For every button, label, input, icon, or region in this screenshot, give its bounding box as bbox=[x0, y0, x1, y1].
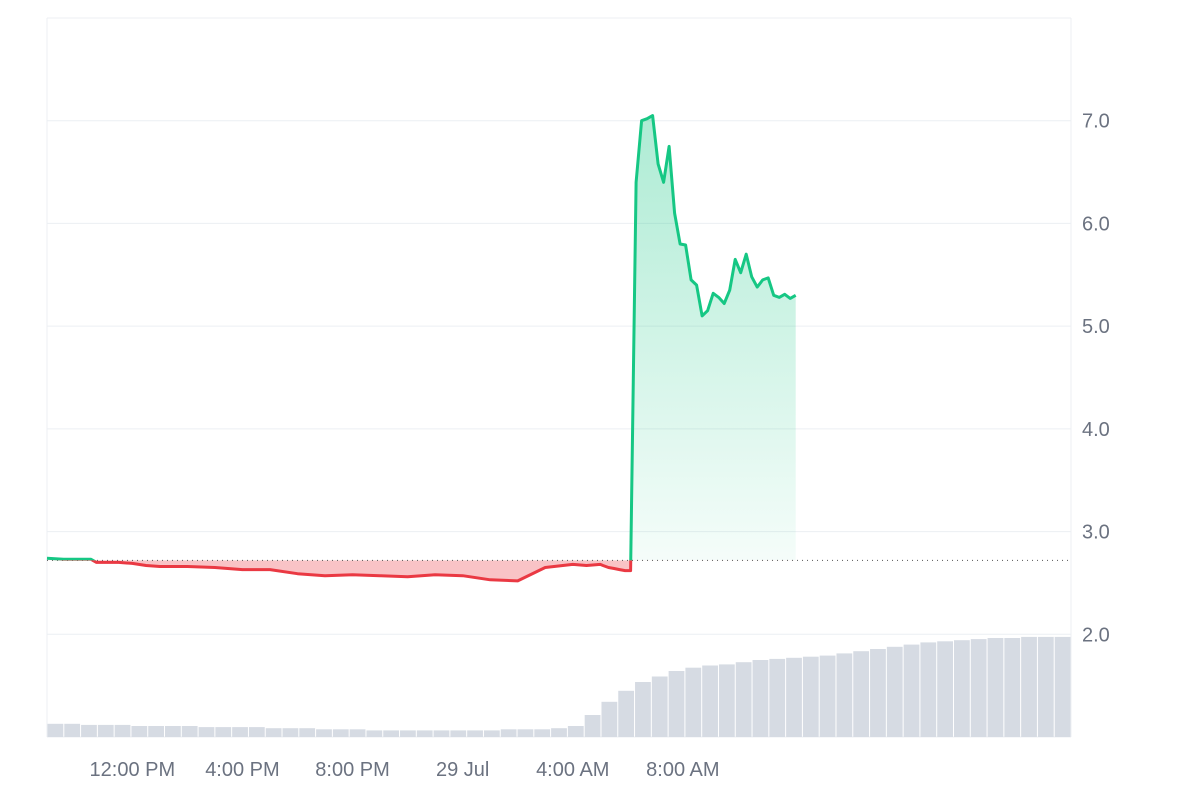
volume-bar bbox=[786, 657, 802, 737]
volume-bar bbox=[349, 729, 366, 737]
volume-bar bbox=[131, 726, 148, 737]
volume-bar bbox=[853, 651, 870, 737]
area-fill-down bbox=[92, 560, 631, 581]
volume-bar bbox=[937, 641, 953, 737]
volume-bar bbox=[232, 727, 248, 737]
price-line-down bbox=[55, 560, 633, 583]
volume-bar bbox=[215, 727, 232, 737]
volume-bar bbox=[685, 667, 702, 737]
y-tick-label: 6.0 bbox=[1082, 213, 1110, 235]
volume-bar bbox=[953, 640, 970, 737]
x-tick-label: 12:00 PM bbox=[90, 759, 176, 781]
x-tick-label: 4:00 AM bbox=[536, 759, 609, 781]
grid-lines bbox=[46, 17, 1072, 738]
volume-bar bbox=[735, 662, 752, 737]
volume-bar bbox=[299, 728, 316, 737]
volume-bar bbox=[534, 729, 551, 737]
volume-bar bbox=[987, 638, 1004, 737]
volume-bars bbox=[47, 636, 1071, 737]
area-fill-up bbox=[47, 115, 796, 561]
price-line-up bbox=[46, 114, 797, 561]
volume-bar bbox=[332, 729, 349, 737]
y-tick-label: 5.0 bbox=[1082, 316, 1110, 338]
volume-bar bbox=[886, 646, 903, 737]
volume-bar bbox=[836, 653, 853, 737]
volume-bar bbox=[1054, 636, 1071, 737]
volume-bar bbox=[148, 726, 165, 737]
volume-bar bbox=[668, 671, 685, 737]
volume-bar bbox=[198, 727, 215, 737]
volume-bar bbox=[970, 639, 987, 737]
volume-bar bbox=[181, 726, 198, 737]
volume-bar bbox=[500, 729, 517, 737]
volume-bar bbox=[718, 664, 735, 737]
volume-bar bbox=[551, 728, 567, 737]
x-tick-label: 4:00 PM bbox=[205, 759, 279, 781]
volume-bar bbox=[97, 724, 114, 737]
x-tick-label: 8:00 PM bbox=[315, 759, 389, 781]
volume-bar bbox=[483, 730, 500, 737]
volume-bar bbox=[450, 730, 467, 737]
volume-bar bbox=[567, 726, 584, 737]
volume-bar bbox=[1004, 638, 1021, 737]
price-line bbox=[46, 114, 797, 583]
volume-bar bbox=[584, 715, 601, 737]
area-fill bbox=[47, 115, 796, 581]
x-axis-ticks: 12:00 PM 4:00 PM 8:00 PM 29 Jul 4:00 AM 8:00 … bbox=[90, 759, 720, 781]
volume-bar bbox=[802, 656, 819, 737]
volume-bar bbox=[316, 729, 332, 737]
y-tick-label: 2.0 bbox=[1082, 624, 1110, 646]
x-tick-label: 29 Jul bbox=[436, 759, 489, 781]
volume-bar bbox=[282, 728, 299, 737]
volume-bar bbox=[416, 730, 433, 737]
volume-bar bbox=[1037, 636, 1054, 737]
volume-bar bbox=[752, 660, 769, 737]
x-tick-label: 8:00 AM bbox=[646, 759, 719, 781]
volume-bar bbox=[635, 682, 651, 737]
y-tick-label: 4.0 bbox=[1082, 419, 1110, 441]
volume-bar bbox=[248, 727, 265, 737]
volume-bar bbox=[383, 730, 400, 737]
y-tick-label: 7.0 bbox=[1082, 111, 1110, 133]
volume-bar bbox=[651, 676, 668, 737]
volume-bar bbox=[433, 730, 450, 737]
volume-bar bbox=[265, 728, 282, 737]
volume-bar bbox=[870, 649, 886, 737]
volume-bar bbox=[81, 724, 97, 737]
volume-bar bbox=[819, 655, 836, 737]
volume-bar bbox=[920, 642, 937, 737]
volume-bar bbox=[601, 701, 618, 737]
volume-bar bbox=[517, 729, 534, 737]
volume-bar bbox=[769, 658, 786, 737]
volume-bar bbox=[47, 723, 64, 737]
volume-bar bbox=[1021, 636, 1037, 737]
volume-bar bbox=[114, 724, 131, 737]
y-tick-label: 3.0 bbox=[1082, 522, 1110, 544]
y-axis-ticks: 7.0 6.0 5.0 4.0 3.0 2.0 bbox=[1082, 111, 1110, 647]
volume-bar bbox=[702, 665, 718, 737]
volume-bar bbox=[903, 644, 920, 737]
volume-bar bbox=[366, 730, 383, 737]
volume-bar bbox=[165, 726, 181, 737]
volume-bar bbox=[467, 730, 483, 737]
volume-bar bbox=[400, 730, 416, 737]
volume-bar bbox=[64, 723, 81, 737]
volume-bar bbox=[618, 690, 635, 737]
